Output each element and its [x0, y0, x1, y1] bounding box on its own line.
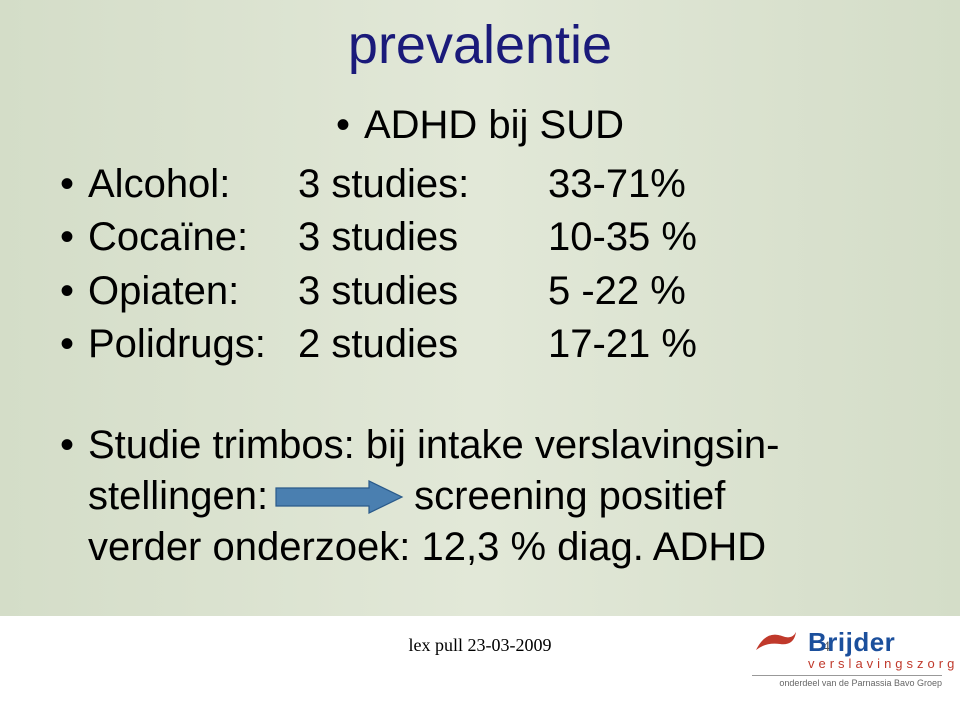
row-pct: 33-71%: [548, 159, 686, 210]
arrow-shape: [276, 481, 402, 513]
row-pct: 17-21 %: [548, 319, 697, 370]
bullet-icon: •: [336, 100, 364, 151]
bullet-icon: •: [60, 420, 88, 471]
brijder-logo: Brijder verslavingszorg onderdeel van de…: [752, 626, 942, 706]
data-row: • Alcohol: 3 studies: 33-71%: [60, 159, 900, 210]
subtitle-text: ADHD bij SUD: [364, 100, 624, 151]
slide-title: prevalentie: [0, 14, 960, 76]
row-studies: 3 studies: [298, 266, 548, 317]
row-studies: 2 studies: [298, 319, 548, 370]
row-studies: 3 studies:: [298, 159, 548, 210]
bullet-icon: •: [60, 159, 88, 210]
row-label: Alcohol:: [88, 159, 298, 210]
bullet-icon: •: [60, 212, 88, 263]
logo-top: Brijder: [752, 626, 942, 658]
spacer: [60, 372, 900, 420]
bullet-icon: •: [60, 319, 88, 370]
note-line-1: • Studie trimbos: bij intake verslavings…: [60, 420, 900, 471]
slide-content: • ADHD bij SUD • Alcohol: 3 studies: 33-…: [60, 100, 900, 574]
logo-subtitle: verslavingszorg: [808, 656, 942, 671]
row-pct: 5 -22 %: [548, 266, 686, 317]
data-row: • Polidrugs: 2 studies 17-21 %: [60, 319, 900, 370]
arrow-icon: [274, 479, 404, 515]
logo-divider: [752, 675, 942, 676]
data-row: • Cocaïne: 3 studies 10-35 %: [60, 212, 900, 263]
subtitle-line: • ADHD bij SUD: [60, 100, 900, 151]
slide: prevalentie • ADHD bij SUD • Alcohol: 3 …: [0, 0, 960, 716]
logo-name: Brijder: [808, 627, 895, 658]
logo-tagline: onderdeel van de Parnassia Bavo Groep: [752, 678, 942, 688]
row-studies: 3 studies: [298, 212, 548, 263]
note-line-3: verder onderzoek: 12,3 % diag. ADHD: [60, 522, 900, 573]
note-text: screening positief: [414, 471, 725, 522]
swoosh-icon: [752, 626, 800, 658]
data-row: • Opiaten: 3 studies 5 -22 %: [60, 266, 900, 317]
note-text: stellingen:: [88, 471, 268, 522]
row-label: Polidrugs:: [88, 319, 298, 370]
row-label: Cocaïne:: [88, 212, 298, 263]
note-text: verder onderzoek: 12,3 % diag. ADHD: [88, 522, 766, 573]
row-label: Opiaten:: [88, 266, 298, 317]
bullet-icon: •: [60, 266, 88, 317]
note-text: Studie trimbos: bij intake verslavingsin…: [88, 420, 779, 471]
note-line-2: stellingen: screening positief: [60, 471, 900, 522]
row-pct: 10-35 %: [548, 212, 697, 263]
